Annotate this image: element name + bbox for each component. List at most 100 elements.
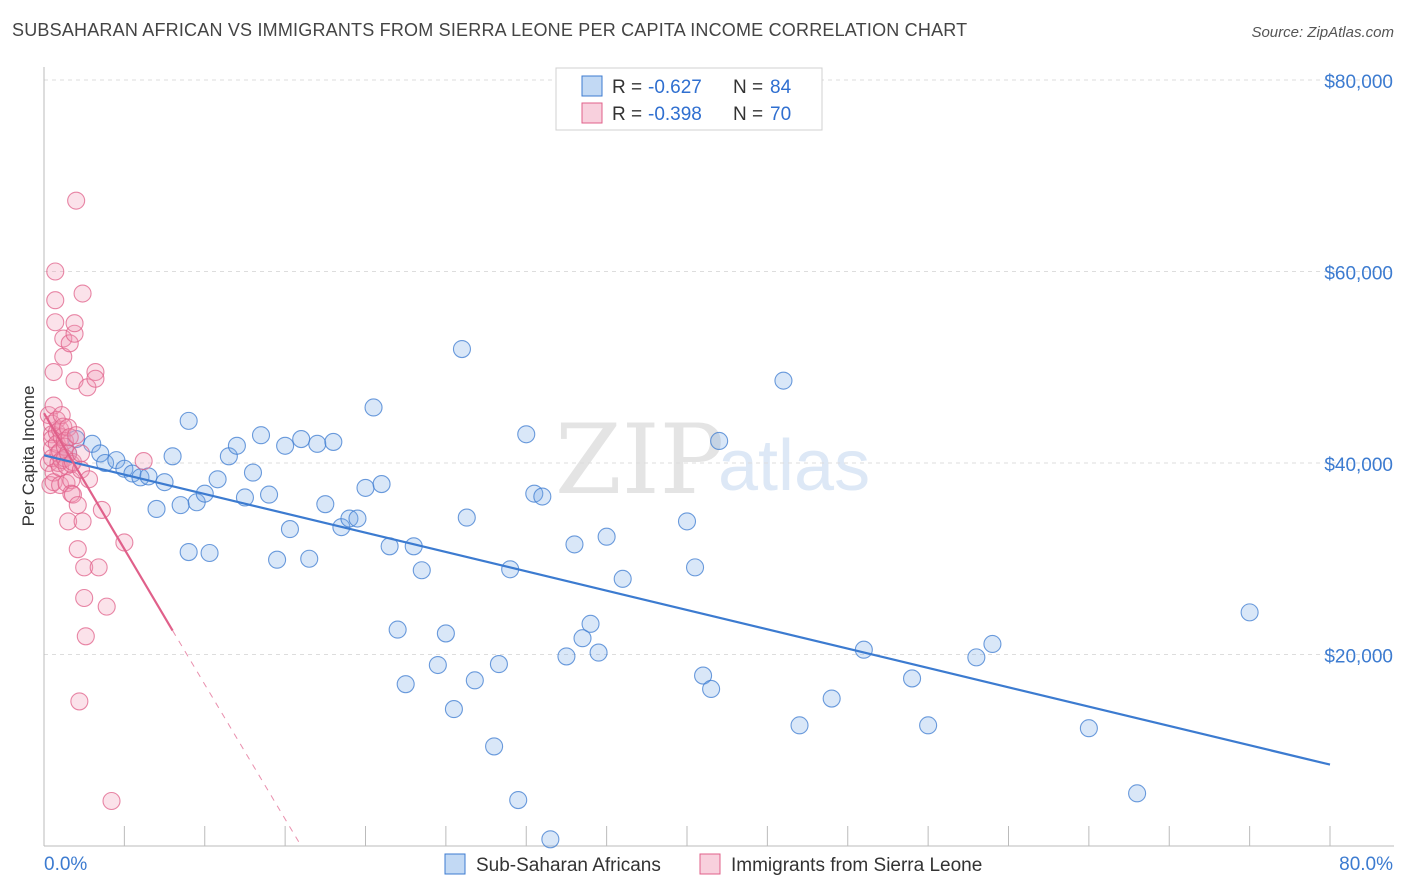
data-point-pink: [102, 791, 121, 811]
data-point-blue: [356, 478, 375, 497]
data-point-blue: [541, 830, 560, 849]
data-point-blue: [1079, 719, 1098, 738]
y-tick-labels: $20,000 $40,000 $60,000 $80,000: [1324, 72, 1393, 668]
data-point-blue: [694, 666, 713, 685]
data-point-blue: [685, 558, 705, 577]
chart-title: SUBSAHARAN AFRICAN VS IMMIGRANTS FROM SI…: [12, 20, 968, 40]
data-point-blue: [324, 432, 343, 451]
x-axis-ticks: [123, 826, 1331, 846]
bottom-legend: Sub-Saharan Africans Immigrants from Sie…: [444, 853, 982, 876]
data-point-blue: [276, 436, 295, 455]
data-point-blue: [171, 496, 190, 515]
data-point-blue: [300, 549, 319, 568]
y-tick-label: $60,000: [1324, 264, 1393, 285]
y-tick-label: $40,000: [1324, 455, 1393, 476]
data-point-blue: [983, 634, 1002, 654]
data-point-blue: [597, 527, 616, 546]
data-point-blue: [96, 453, 115, 473]
watermark-atlas: atlas: [718, 426, 870, 506]
series-immigrants-sierra-leone: [39, 191, 153, 811]
data-point-blue: [589, 643, 608, 662]
data-point-pink: [73, 512, 92, 531]
data-point-blue: [179, 542, 198, 562]
data-point-blue: [489, 655, 508, 674]
x-min-label: 0.0%: [44, 854, 87, 875]
legend-n-label-2: N =: [733, 104, 763, 125]
data-point-blue: [243, 463, 263, 482]
data-point-pink: [46, 291, 65, 310]
data-point-blue: [581, 614, 600, 633]
data-point-blue: [280, 520, 299, 539]
data-point-blue: [557, 647, 576, 666]
data-point-pink: [44, 362, 63, 382]
data-point-blue: [533, 487, 552, 506]
series-sub-saharan-africans: [59, 340, 1259, 849]
data-point-blue: [902, 669, 922, 688]
data-point-pink: [75, 588, 94, 608]
legend-n-value-2: 70: [770, 104, 791, 125]
data-point-blue: [613, 569, 632, 588]
legend-swatch-blue: [581, 75, 603, 97]
data-point-blue: [308, 434, 327, 453]
legend-n-label-1: N =: [733, 77, 763, 98]
legend-r-label-2: R =: [612, 104, 642, 125]
data-point-blue: [444, 700, 463, 719]
data-point-pink: [60, 334, 79, 353]
data-point-blue: [517, 425, 536, 444]
trend-line-pink: [43, 412, 174, 632]
data-point-blue: [919, 716, 938, 735]
data-point-blue: [147, 499, 166, 519]
chart-source: Source: ZipAtlas.com: [1251, 24, 1394, 41]
legend-box: R = -0.627 N = 84 R = -0.398 N = 70: [555, 67, 823, 131]
bottom-legend-swatch-pink: [699, 853, 721, 875]
y-axis-label: Per Capita Income: [19, 386, 38, 527]
data-point-blue: [677, 512, 697, 531]
data-point-blue: [396, 675, 415, 694]
data-point-pink: [68, 496, 87, 515]
y-tick-label: $20,000: [1324, 647, 1393, 668]
data-point-pink: [86, 362, 105, 382]
data-point-blue: [565, 535, 584, 554]
data-point-blue: [200, 543, 219, 563]
data-point-blue: [163, 447, 182, 466]
data-point-pink: [65, 324, 84, 343]
data-point-pink: [68, 540, 87, 559]
data-point-blue: [573, 629, 592, 648]
legend-swatch-pink: [581, 102, 603, 124]
data-point-pink: [67, 191, 86, 210]
data-point-blue: [702, 679, 721, 699]
data-point-blue: [268, 550, 287, 569]
data-point-blue: [509, 790, 528, 810]
data-point-blue: [452, 340, 472, 359]
watermark-zip: ZIP: [555, 404, 724, 516]
data-point-blue: [91, 444, 110, 463]
data-point-pink: [60, 428, 79, 447]
data-point-blue: [428, 655, 447, 675]
data-point-blue: [412, 561, 431, 580]
trend-lines: [43, 412, 1331, 847]
data-point-pink: [75, 558, 94, 577]
legend-r-value-1: -0.627: [648, 77, 702, 98]
data-point-blue: [179, 411, 198, 430]
data-point-pink: [67, 426, 86, 445]
data-point-blue: [436, 624, 455, 643]
legend-frame: [555, 67, 823, 131]
trend-line-blue: [43, 454, 1331, 766]
data-point-blue: [251, 426, 271, 445]
data-point-blue: [854, 640, 873, 659]
data-point-blue: [227, 436, 246, 455]
data-point-pink: [71, 444, 91, 463]
data-point-pink: [62, 484, 81, 503]
data-point-blue: [790, 716, 809, 735]
data-point-blue: [710, 431, 729, 451]
data-point-blue: [208, 470, 227, 489]
data-point-blue: [967, 648, 986, 667]
data-point-pink: [134, 452, 153, 471]
data-point-blue: [822, 689, 841, 708]
data-point-pink: [46, 313, 65, 332]
data-point-blue: [388, 620, 407, 639]
x-max-label: 80.0%: [1339, 854, 1393, 875]
data-point-pink: [65, 314, 84, 333]
data-point-blue: [485, 737, 504, 756]
